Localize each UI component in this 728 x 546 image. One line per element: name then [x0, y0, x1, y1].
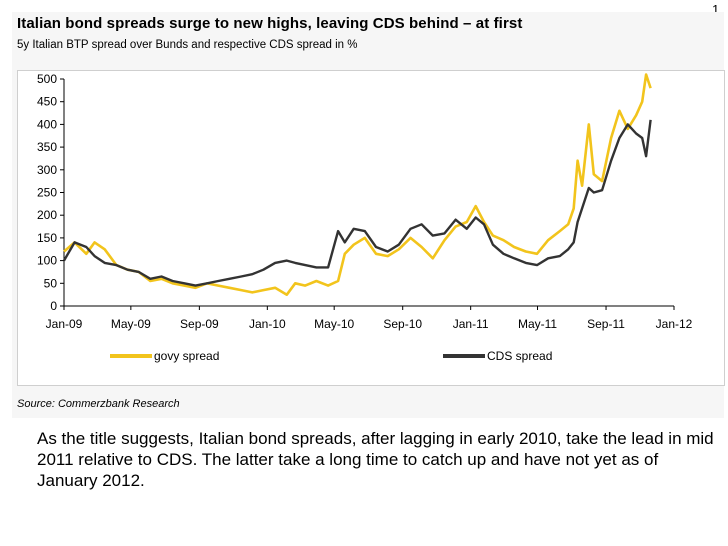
x-tick-label: Jan-11: [453, 317, 489, 331]
line-chart: 0 50 100 150 200 250 300 350 400 450 500 Jan-09 May-…: [37, 72, 693, 363]
y-tick-label: 50: [44, 276, 58, 290]
y-tick-label: 100: [37, 254, 57, 268]
figure-panel: Italian bond spreads surge to new highs,…: [12, 12, 725, 418]
x-tick-label: May-11: [518, 317, 557, 331]
govy-spread-line: [63, 73, 652, 296]
legend-label-govy: govy spread: [154, 349, 219, 363]
y-tick-label: 500: [37, 72, 57, 86]
source-note: Source: Commerzbank Research: [17, 398, 180, 410]
y-tick-label: 300: [37, 163, 57, 177]
y-tick-label: 200: [37, 208, 57, 222]
x-tick-label: Sep-11: [587, 317, 625, 331]
chart-subtitle: 5y Italian BTP spread over Bunds and res…: [17, 39, 358, 51]
x-tick-label: Jan-09: [46, 317, 83, 331]
y-tick-label: 400: [37, 117, 57, 131]
y-tick-label: 250: [37, 186, 57, 200]
y-tick-label: 350: [37, 140, 57, 154]
chart-frame: 0 50 100 150 200 250 300 350 400 450 500 Jan-09 May-…: [17, 70, 725, 386]
y-tick-label: 0: [50, 299, 57, 313]
x-tick-label: Jan-12: [656, 317, 693, 331]
chart-title: Italian bond spreads surge to new highs,…: [17, 15, 523, 32]
x-tick-label: Sep-09: [180, 317, 219, 331]
x-tick-label: May-09: [111, 317, 151, 331]
x-tick-label: Jan-10: [249, 317, 286, 331]
slide-caption: As the title suggests, Italian bond spre…: [37, 429, 714, 490]
x-tick-label: Sep-10: [383, 317, 422, 331]
y-tick-label: 150: [37, 231, 57, 245]
y-tick-label: 450: [37, 95, 57, 109]
legend-label-cds: CDS spread: [487, 349, 552, 363]
corner-mark: 1: [712, 2, 720, 17]
x-tick-label: May-10: [314, 317, 354, 331]
cds-spread-line: [62, 119, 652, 287]
